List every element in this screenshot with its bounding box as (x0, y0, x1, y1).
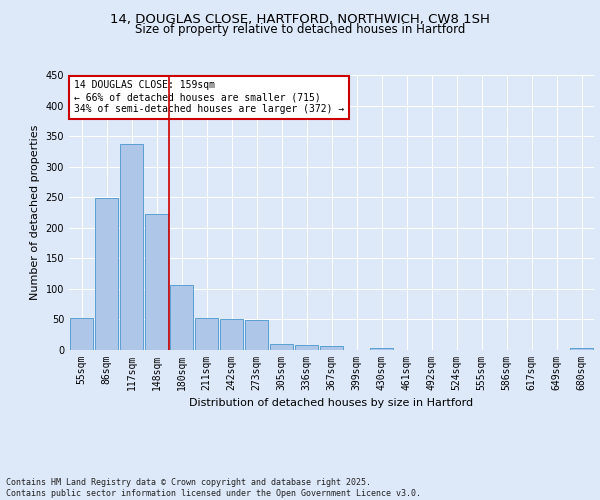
Bar (170, 284, 193, 350)
Bar (70, 318, 94, 350)
Bar (320, 346, 343, 350)
Text: 14, DOUGLAS CLOSE, HARTFORD, NORTHWICH, CW8 1SH: 14, DOUGLAS CLOSE, HARTFORD, NORTHWICH, … (110, 12, 490, 26)
Bar (145, 214, 169, 350)
Text: Size of property relative to detached houses in Hartford: Size of property relative to detached ho… (135, 22, 465, 36)
Y-axis label: Number of detached properties: Number of detached properties (30, 125, 40, 300)
Bar (269, 344, 293, 350)
Text: 14 DOUGLAS CLOSE: 159sqm
← 66% of detached houses are smaller (715)
34% of semi-: 14 DOUGLAS CLOSE: 159sqm ← 66% of detach… (74, 80, 344, 114)
X-axis label: Distribution of detached houses by size in Hartford: Distribution of detached houses by size … (190, 398, 473, 408)
Bar (119, 144, 143, 350)
Bar (370, 348, 394, 350)
Bar (295, 344, 319, 350)
Bar (245, 320, 268, 350)
Bar (95, 198, 118, 350)
Text: Contains HM Land Registry data © Crown copyright and database right 2025.
Contai: Contains HM Land Registry data © Crown c… (6, 478, 421, 498)
Bar (569, 348, 593, 350)
Bar (220, 320, 244, 350)
Bar (194, 318, 218, 350)
